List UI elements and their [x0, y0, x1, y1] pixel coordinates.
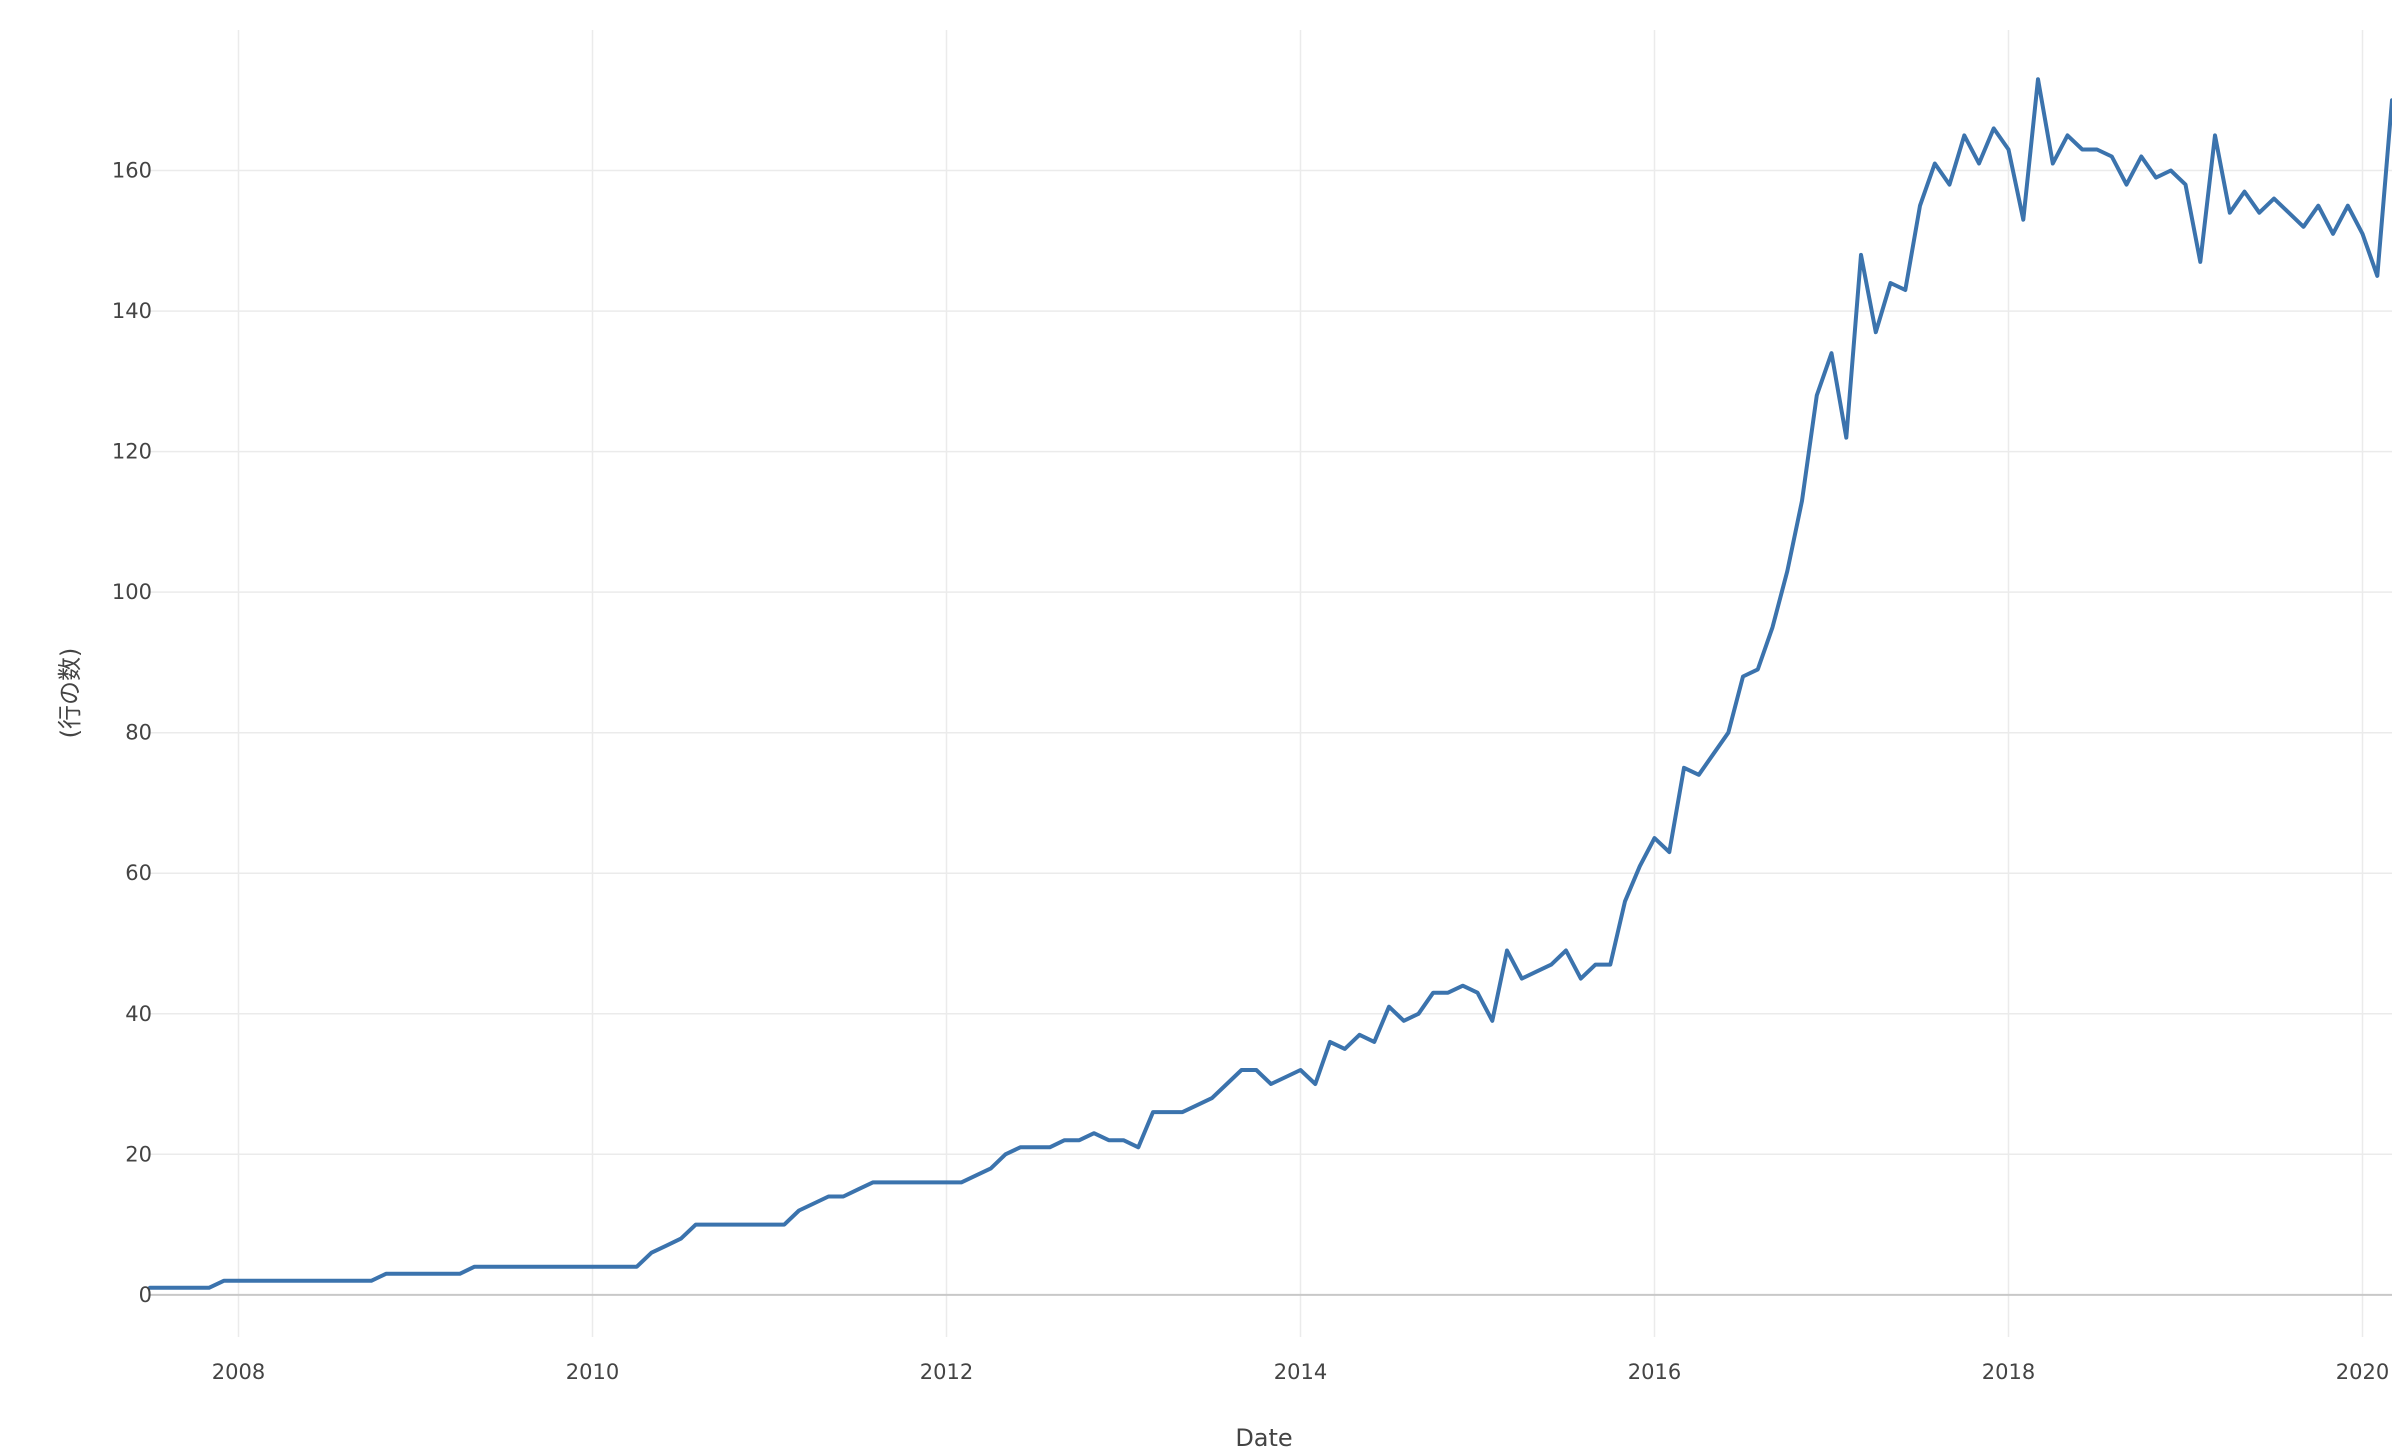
y-tick-label: 120	[112, 440, 152, 464]
y-axis-title: (行の数)	[56, 648, 84, 739]
y-axis-ticks: 0 20 40 60 80 100 120 140 160	[112, 159, 152, 1307]
x-axis-ticks: 2008 2010 2012 2014 2016 2018 2020	[212, 1360, 2389, 1384]
x-tick-label: 2010	[566, 1360, 619, 1384]
x-tick-label: 2014	[1274, 1360, 1327, 1384]
y-tick-label: 40	[125, 1002, 152, 1026]
x-tick-label: 2008	[212, 1360, 265, 1384]
x-axis-title: Date	[1235, 1424, 1292, 1452]
x-tick-label: 2018	[1982, 1360, 2035, 1384]
y-tick-label: 20	[125, 1142, 152, 1166]
y-tick-label: 160	[112, 159, 152, 183]
x-tick-label: 2012	[920, 1360, 973, 1384]
x-tick-label: 2016	[1628, 1360, 1681, 1384]
series-line	[148, 77, 2392, 1290]
series-lines	[148, 77, 2392, 1290]
x-tick-label: 2020	[2336, 1360, 2389, 1384]
y-tick-label: 60	[125, 861, 152, 885]
y-tick-label: 80	[125, 721, 152, 745]
grid-lines	[150, 30, 2392, 1337]
y-tick-label: 100	[112, 580, 152, 604]
y-tick-label: 140	[112, 299, 152, 323]
y-tick-label: 0	[139, 1283, 152, 1307]
